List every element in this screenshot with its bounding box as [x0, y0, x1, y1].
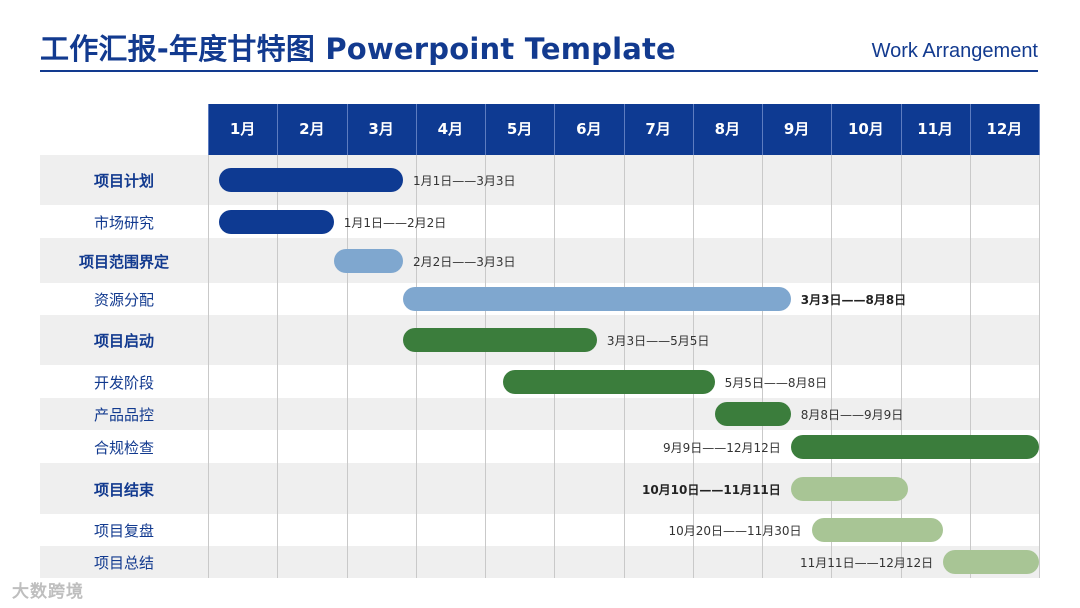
grid-line — [831, 104, 832, 578]
grid-line — [1039, 104, 1040, 578]
month-label: 4月 — [437, 120, 464, 138]
task-date-range: 10月20日——11月30日 — [668, 524, 802, 538]
month-label: 10月 — [847, 120, 884, 138]
page-title: 工作汇报-年度甘特图 Powerpoint Template — [40, 32, 676, 66]
grid-line — [277, 104, 278, 578]
task-date-range: 9月9日——12月12日 — [662, 440, 781, 455]
task-bar[interactable] — [333, 248, 403, 273]
header-divider — [208, 104, 209, 155]
month-label: 3月 — [368, 120, 394, 138]
task-name: 项目范围界定 — [78, 252, 169, 271]
header-divider — [901, 104, 902, 155]
watermark: 大数跨境 — [12, 582, 84, 602]
task-name: 项目计划 — [93, 172, 154, 190]
month-label: 12月 — [986, 120, 1023, 138]
header-divider — [485, 104, 486, 155]
task-date-range: 2月2日——3月3日 — [412, 254, 516, 269]
page-subtitle: Work Arrangement — [871, 40, 1038, 62]
task-bar[interactable] — [714, 402, 791, 426]
row-shade — [40, 238, 1039, 283]
header-divider — [1039, 104, 1040, 155]
task-date-range: 1月1日——2月2日 — [343, 215, 447, 230]
grid-line — [762, 104, 763, 578]
header-divider — [554, 104, 555, 155]
task-date-range: 8月8日——9月9日 — [800, 408, 904, 422]
task-name: 产品品控 — [93, 406, 154, 424]
grid-line — [901, 104, 902, 578]
header-divider — [970, 104, 971, 155]
header-divider — [831, 104, 832, 155]
month-label: 9月 — [783, 120, 810, 138]
task-bar[interactable] — [219, 168, 403, 192]
header-divider — [693, 104, 694, 155]
row-shade — [40, 398, 1039, 430]
title-divider — [40, 70, 1038, 72]
task-name: 合规检查 — [93, 438, 154, 457]
task-name: 项目总结 — [93, 554, 154, 572]
header-divider — [624, 104, 625, 155]
task-bar[interactable] — [943, 550, 1039, 574]
month-label: 5月 — [506, 120, 533, 138]
task-bar[interactable] — [503, 369, 715, 394]
task-bar[interactable] — [790, 476, 909, 501]
task-name: 市场研究 — [93, 213, 154, 232]
grid-line — [624, 104, 625, 578]
month-label: 8月 — [714, 120, 741, 138]
task-date-range: 1月1日——3月3日 — [412, 174, 516, 188]
task-bar[interactable] — [219, 209, 334, 234]
month-label: 1月 — [229, 120, 256, 138]
grid-line — [970, 104, 971, 578]
row-shade — [40, 546, 1039, 578]
task-name: 开发阶段 — [93, 373, 154, 392]
task-date-range: 5月5日——8月8日 — [724, 375, 828, 390]
row-shade — [40, 155, 1039, 205]
month-label: 6月 — [576, 120, 602, 138]
header-divider — [416, 104, 417, 155]
task-bar[interactable] — [790, 434, 1039, 459]
task-date-range: 3月3日——5月5日 — [606, 334, 710, 348]
task-name: 项目启动 — [93, 332, 154, 350]
month-label: 11月 — [917, 120, 954, 138]
task-name: 项目结束 — [93, 480, 154, 499]
header-divider — [762, 104, 763, 155]
month-label: 7月 — [645, 120, 671, 138]
task-date-range: 10月10日——11月11日 — [641, 482, 781, 497]
task-date-range: 11月11日——12月12日 — [800, 556, 934, 570]
task-name: 资源分配 — [93, 291, 154, 309]
header-divider — [347, 104, 348, 155]
grid-line — [347, 104, 348, 578]
grid-line — [693, 104, 694, 578]
grid-line — [208, 104, 209, 578]
task-bar[interactable] — [811, 518, 944, 542]
task-bar[interactable] — [402, 287, 791, 311]
header-divider — [277, 104, 278, 155]
month-label: 2月 — [299, 120, 325, 138]
task-name: 项目复盘 — [93, 522, 154, 540]
task-bar[interactable] — [402, 328, 597, 352]
task-date-range: 3月3日——8月8日 — [800, 293, 907, 307]
month-header — [208, 104, 1039, 155]
